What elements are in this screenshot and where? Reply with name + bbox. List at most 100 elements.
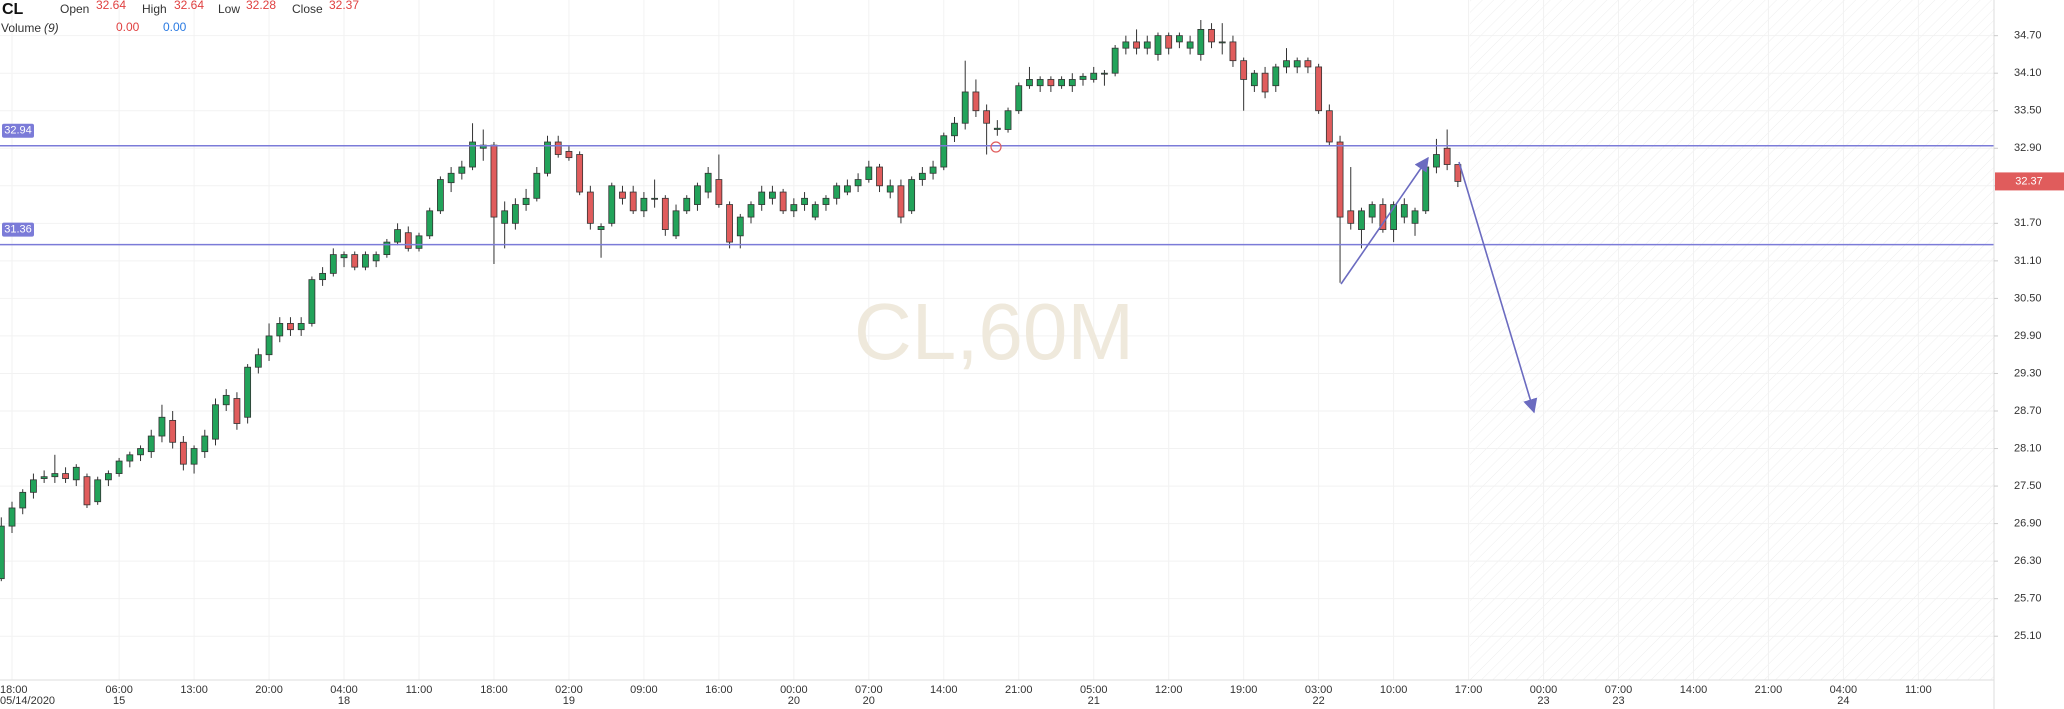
candle-body (1411, 210, 1419, 224)
ohlc-value: 32.64 (96, 0, 126, 12)
candle-body (329, 254, 337, 274)
ohlc-label: Close (292, 2, 323, 16)
candle-body (865, 166, 873, 180)
candle-body (801, 197, 808, 205)
candle-body (779, 191, 787, 212)
candle-body (1261, 72, 1269, 93)
y-tick-label: 25.70 (2014, 593, 2042, 605)
candle-body (1111, 47, 1119, 74)
candle-body (704, 172, 712, 193)
candle-body (769, 191, 776, 199)
candle-body (426, 210, 434, 237)
candle-body (105, 473, 112, 481)
x-tick-label: 21:00 (1004, 684, 1033, 696)
candle-body (511, 204, 519, 224)
y-tick-label: 30.50 (2014, 292, 2042, 304)
candle-body (287, 323, 294, 331)
candle-body (179, 441, 187, 465)
candle-body (297, 323, 305, 331)
x-tick-label: 14:00 (1679, 684, 1708, 696)
candle-body (822, 197, 830, 205)
candle-body (137, 448, 144, 456)
candles (0, 20, 1462, 582)
candle-body (233, 398, 241, 424)
ohlc-label: Open (60, 2, 89, 16)
candle-body (1272, 66, 1280, 87)
candle-body (244, 366, 252, 418)
candle-body (1090, 72, 1098, 80)
candle-body (1229, 41, 1237, 62)
x-tick-label: 04:00 18 (330, 684, 358, 707)
candle-body (62, 473, 69, 479)
candle-body (147, 435, 155, 453)
x-tick-label: 14:00 (930, 684, 958, 696)
candle-body (522, 197, 530, 205)
candle-body (1422, 166, 1430, 212)
candle-body (383, 241, 391, 256)
candle-body (1026, 79, 1033, 87)
candle-body (1304, 60, 1312, 68)
candle-body (694, 185, 701, 205)
candle-body (1400, 204, 1408, 218)
candle-body (1101, 72, 1108, 75)
candle-body (951, 122, 958, 137)
candle-body (94, 479, 102, 503)
y-tick-label: 34.10 (2014, 67, 2042, 79)
x-tick-label: 03:00 22 (1304, 684, 1333, 707)
x-tick-label: 09:00 (630, 684, 658, 696)
x-tick-label: 19:00 (1229, 684, 1258, 696)
candle-body (1293, 60, 1301, 68)
x-tick-label: 18:00 05/14/2020 (0, 684, 56, 707)
candle-body (983, 110, 991, 124)
candle-body (158, 416, 166, 437)
candle-body (897, 185, 905, 218)
candle-body (0, 525, 5, 580)
candle-body (597, 226, 605, 230)
candle-body (1143, 41, 1151, 49)
candle-body (576, 154, 584, 193)
candle-body (940, 135, 948, 168)
candle-body (715, 179, 723, 205)
x-tick-label: 02:00 19 (555, 684, 583, 707)
y-tick-label: 34.70 (2014, 30, 2042, 42)
candle-body (651, 197, 659, 200)
candle-body (19, 491, 27, 509)
candle-body (1004, 110, 1012, 130)
candle-body (362, 254, 369, 268)
candle-body (993, 127, 1001, 130)
candle-body (501, 210, 509, 224)
candle-body (1154, 35, 1162, 55)
ohlc-label: High (142, 2, 167, 16)
x-tick-label: 06:00 15 (105, 684, 133, 707)
candle-body (265, 335, 273, 356)
ohlc-value: 32.28 (246, 0, 276, 12)
volume-value: 0.00 (116, 20, 140, 34)
candle-body (1315, 66, 1323, 112)
y-tick-label: 25.10 (2014, 630, 2042, 642)
candle-body (1240, 60, 1248, 80)
candle-body (640, 197, 648, 212)
candle-body (308, 279, 316, 324)
level-label-box (2, 123, 34, 138)
candle-body (1058, 79, 1065, 87)
candle-body (1325, 110, 1333, 143)
y-tick-label: 32.90 (2014, 142, 2042, 154)
candle-body (736, 216, 744, 237)
candle-body (1336, 141, 1344, 218)
x-tick-label: 13:00 (180, 684, 208, 696)
ohlc-value: 32.64 (174, 0, 204, 12)
candle-body (726, 204, 733, 243)
x-tick-label: 21:00 (1754, 684, 1783, 696)
grid (0, 0, 1994, 680)
last-price-box (1995, 172, 2064, 191)
watermark: CL,60M (854, 287, 1134, 376)
candle-body (469, 141, 476, 168)
x-tick-label: 07:00 20 (855, 684, 883, 707)
y-tick-label: 28.70 (2014, 405, 2042, 417)
candle-body (554, 141, 562, 155)
candle-body (1379, 204, 1387, 230)
candle-body (276, 323, 284, 337)
level-label-box (2, 222, 34, 237)
